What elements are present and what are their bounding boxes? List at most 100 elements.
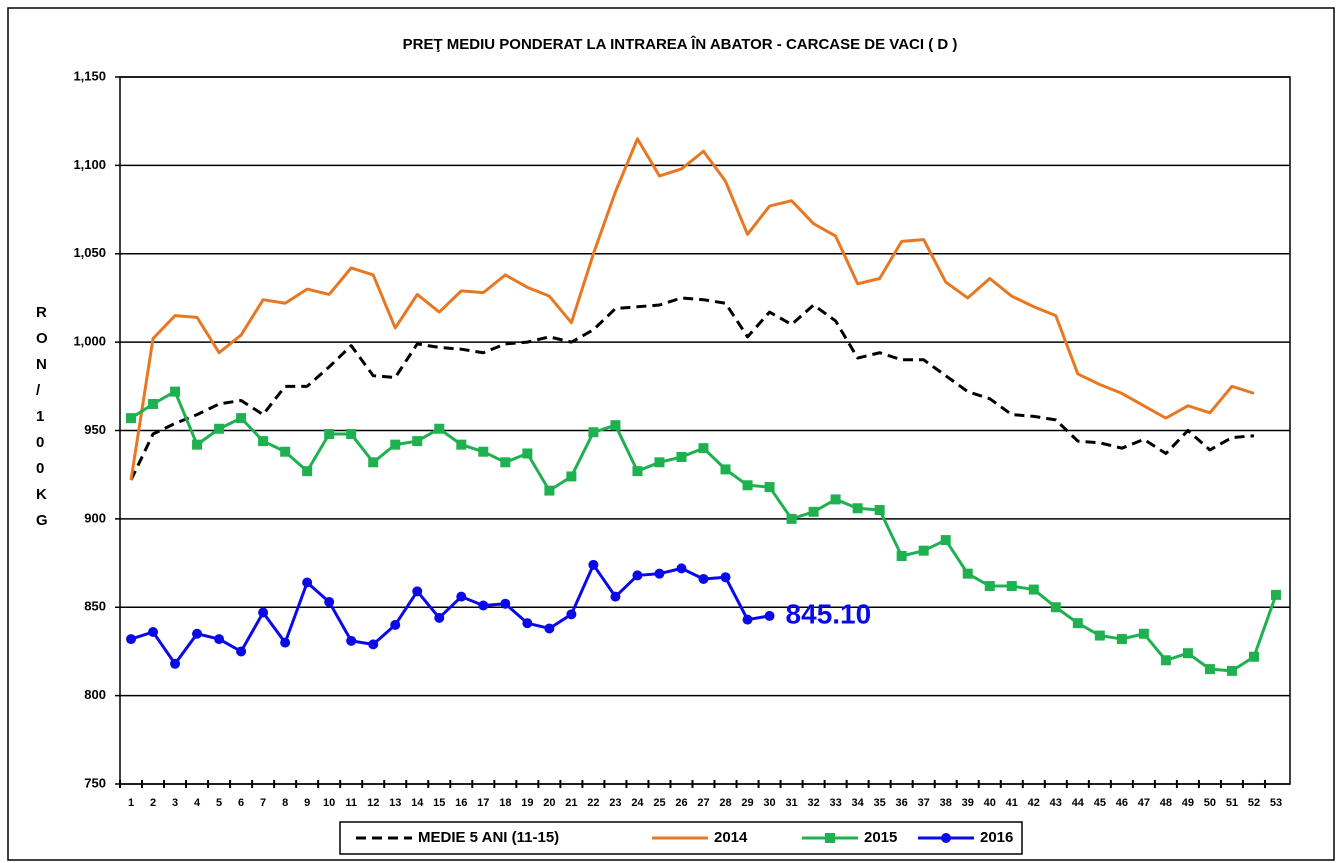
y-axis-label: RON / 100 KG bbox=[36, 300, 48, 534]
marker bbox=[148, 626, 159, 637]
x-tick-label: 43 bbox=[1050, 797, 1062, 809]
marker bbox=[874, 505, 885, 516]
legend-marker bbox=[941, 833, 951, 843]
marker bbox=[236, 646, 247, 657]
marker bbox=[346, 635, 357, 646]
marker bbox=[324, 429, 335, 440]
marker bbox=[544, 623, 555, 634]
marker bbox=[566, 609, 577, 620]
marker bbox=[280, 446, 291, 457]
marker bbox=[1204, 664, 1215, 675]
marker bbox=[214, 423, 225, 434]
x-tick-label: 8 bbox=[282, 797, 288, 809]
x-tick-label: 32 bbox=[807, 797, 819, 809]
x-tick-label: 18 bbox=[499, 797, 511, 809]
marker bbox=[852, 503, 863, 514]
x-tick-label: 47 bbox=[1138, 797, 1150, 809]
x-tick-label: 42 bbox=[1028, 797, 1040, 809]
x-tick-label: 1 bbox=[128, 797, 134, 809]
x-tick-label: 9 bbox=[304, 797, 310, 809]
marker bbox=[808, 506, 819, 517]
marker bbox=[1182, 648, 1193, 659]
x-tick-label: 33 bbox=[829, 797, 841, 809]
marker bbox=[456, 439, 467, 450]
x-tick-label: 39 bbox=[962, 797, 974, 809]
marker bbox=[720, 572, 731, 583]
marker bbox=[170, 386, 181, 397]
x-tick-label: 3 bbox=[172, 797, 178, 809]
x-tick-label: 17 bbox=[477, 797, 489, 809]
marker bbox=[1248, 651, 1259, 662]
marker bbox=[632, 466, 643, 477]
x-tick-label: 25 bbox=[653, 797, 665, 809]
x-tick-label: 31 bbox=[785, 797, 797, 809]
marker bbox=[368, 457, 379, 468]
marker bbox=[610, 591, 621, 602]
marker bbox=[588, 427, 599, 438]
y-tick-label: 1,000 bbox=[73, 334, 106, 349]
series-line bbox=[129, 296, 1255, 481]
x-tick-label: 48 bbox=[1160, 797, 1172, 809]
marker bbox=[962, 568, 973, 579]
marker bbox=[720, 464, 731, 475]
marker bbox=[830, 494, 841, 505]
x-tick-label: 15 bbox=[433, 797, 445, 809]
marker bbox=[544, 485, 555, 496]
x-tick-label: 49 bbox=[1182, 797, 1194, 809]
marker bbox=[1270, 589, 1281, 600]
x-tick-label: 13 bbox=[389, 797, 401, 809]
marker bbox=[940, 535, 951, 546]
marker bbox=[324, 596, 335, 607]
marker bbox=[192, 439, 203, 450]
marker bbox=[302, 577, 313, 588]
x-tick-label: 20 bbox=[543, 797, 555, 809]
x-tick-label: 12 bbox=[367, 797, 379, 809]
x-tick-label: 7 bbox=[260, 797, 266, 809]
marker bbox=[302, 466, 313, 477]
marker bbox=[192, 628, 203, 639]
marker bbox=[896, 550, 907, 561]
x-tick-label: 30 bbox=[763, 797, 775, 809]
x-tick-label: 28 bbox=[719, 797, 731, 809]
marker bbox=[1072, 618, 1083, 629]
x-tick-label: 21 bbox=[565, 797, 577, 809]
marker bbox=[918, 545, 929, 556]
marker bbox=[412, 586, 423, 597]
x-tick-label: 35 bbox=[874, 797, 886, 809]
marker bbox=[786, 513, 797, 524]
marker bbox=[698, 573, 709, 584]
marker bbox=[764, 482, 775, 493]
legend-label: 2016 bbox=[980, 829, 1013, 846]
y-tick-label: 750 bbox=[84, 775, 106, 790]
y-tick-label: 800 bbox=[84, 687, 106, 702]
legend-label: 2014 bbox=[714, 829, 748, 846]
marker bbox=[456, 591, 467, 602]
y-tick-label: 950 bbox=[84, 422, 106, 437]
x-tick-label: 11 bbox=[345, 797, 357, 809]
x-tick-label: 4 bbox=[194, 797, 201, 809]
marker bbox=[126, 413, 137, 424]
marker bbox=[236, 413, 247, 424]
y-tick-label: 900 bbox=[84, 510, 106, 525]
x-tick-label: 19 bbox=[521, 797, 533, 809]
x-tick-label: 14 bbox=[411, 797, 424, 809]
x-tick-label: 38 bbox=[940, 797, 952, 809]
marker bbox=[170, 658, 181, 669]
marker bbox=[1160, 655, 1171, 666]
x-tick-label: 29 bbox=[741, 797, 753, 809]
x-tick-label: 36 bbox=[896, 797, 908, 809]
marker bbox=[1138, 628, 1149, 639]
marker bbox=[500, 598, 511, 609]
marker bbox=[1028, 584, 1039, 595]
x-tick-label: 22 bbox=[587, 797, 599, 809]
marker bbox=[280, 637, 291, 648]
legend-label: 2015 bbox=[864, 829, 897, 846]
x-tick-label: 53 bbox=[1270, 797, 1282, 809]
x-tick-label: 45 bbox=[1094, 797, 1106, 809]
marker bbox=[390, 439, 401, 450]
x-tick-label: 23 bbox=[609, 797, 621, 809]
marker bbox=[1006, 581, 1017, 592]
x-tick-label: 44 bbox=[1072, 797, 1085, 809]
x-tick-label: 16 bbox=[455, 797, 467, 809]
